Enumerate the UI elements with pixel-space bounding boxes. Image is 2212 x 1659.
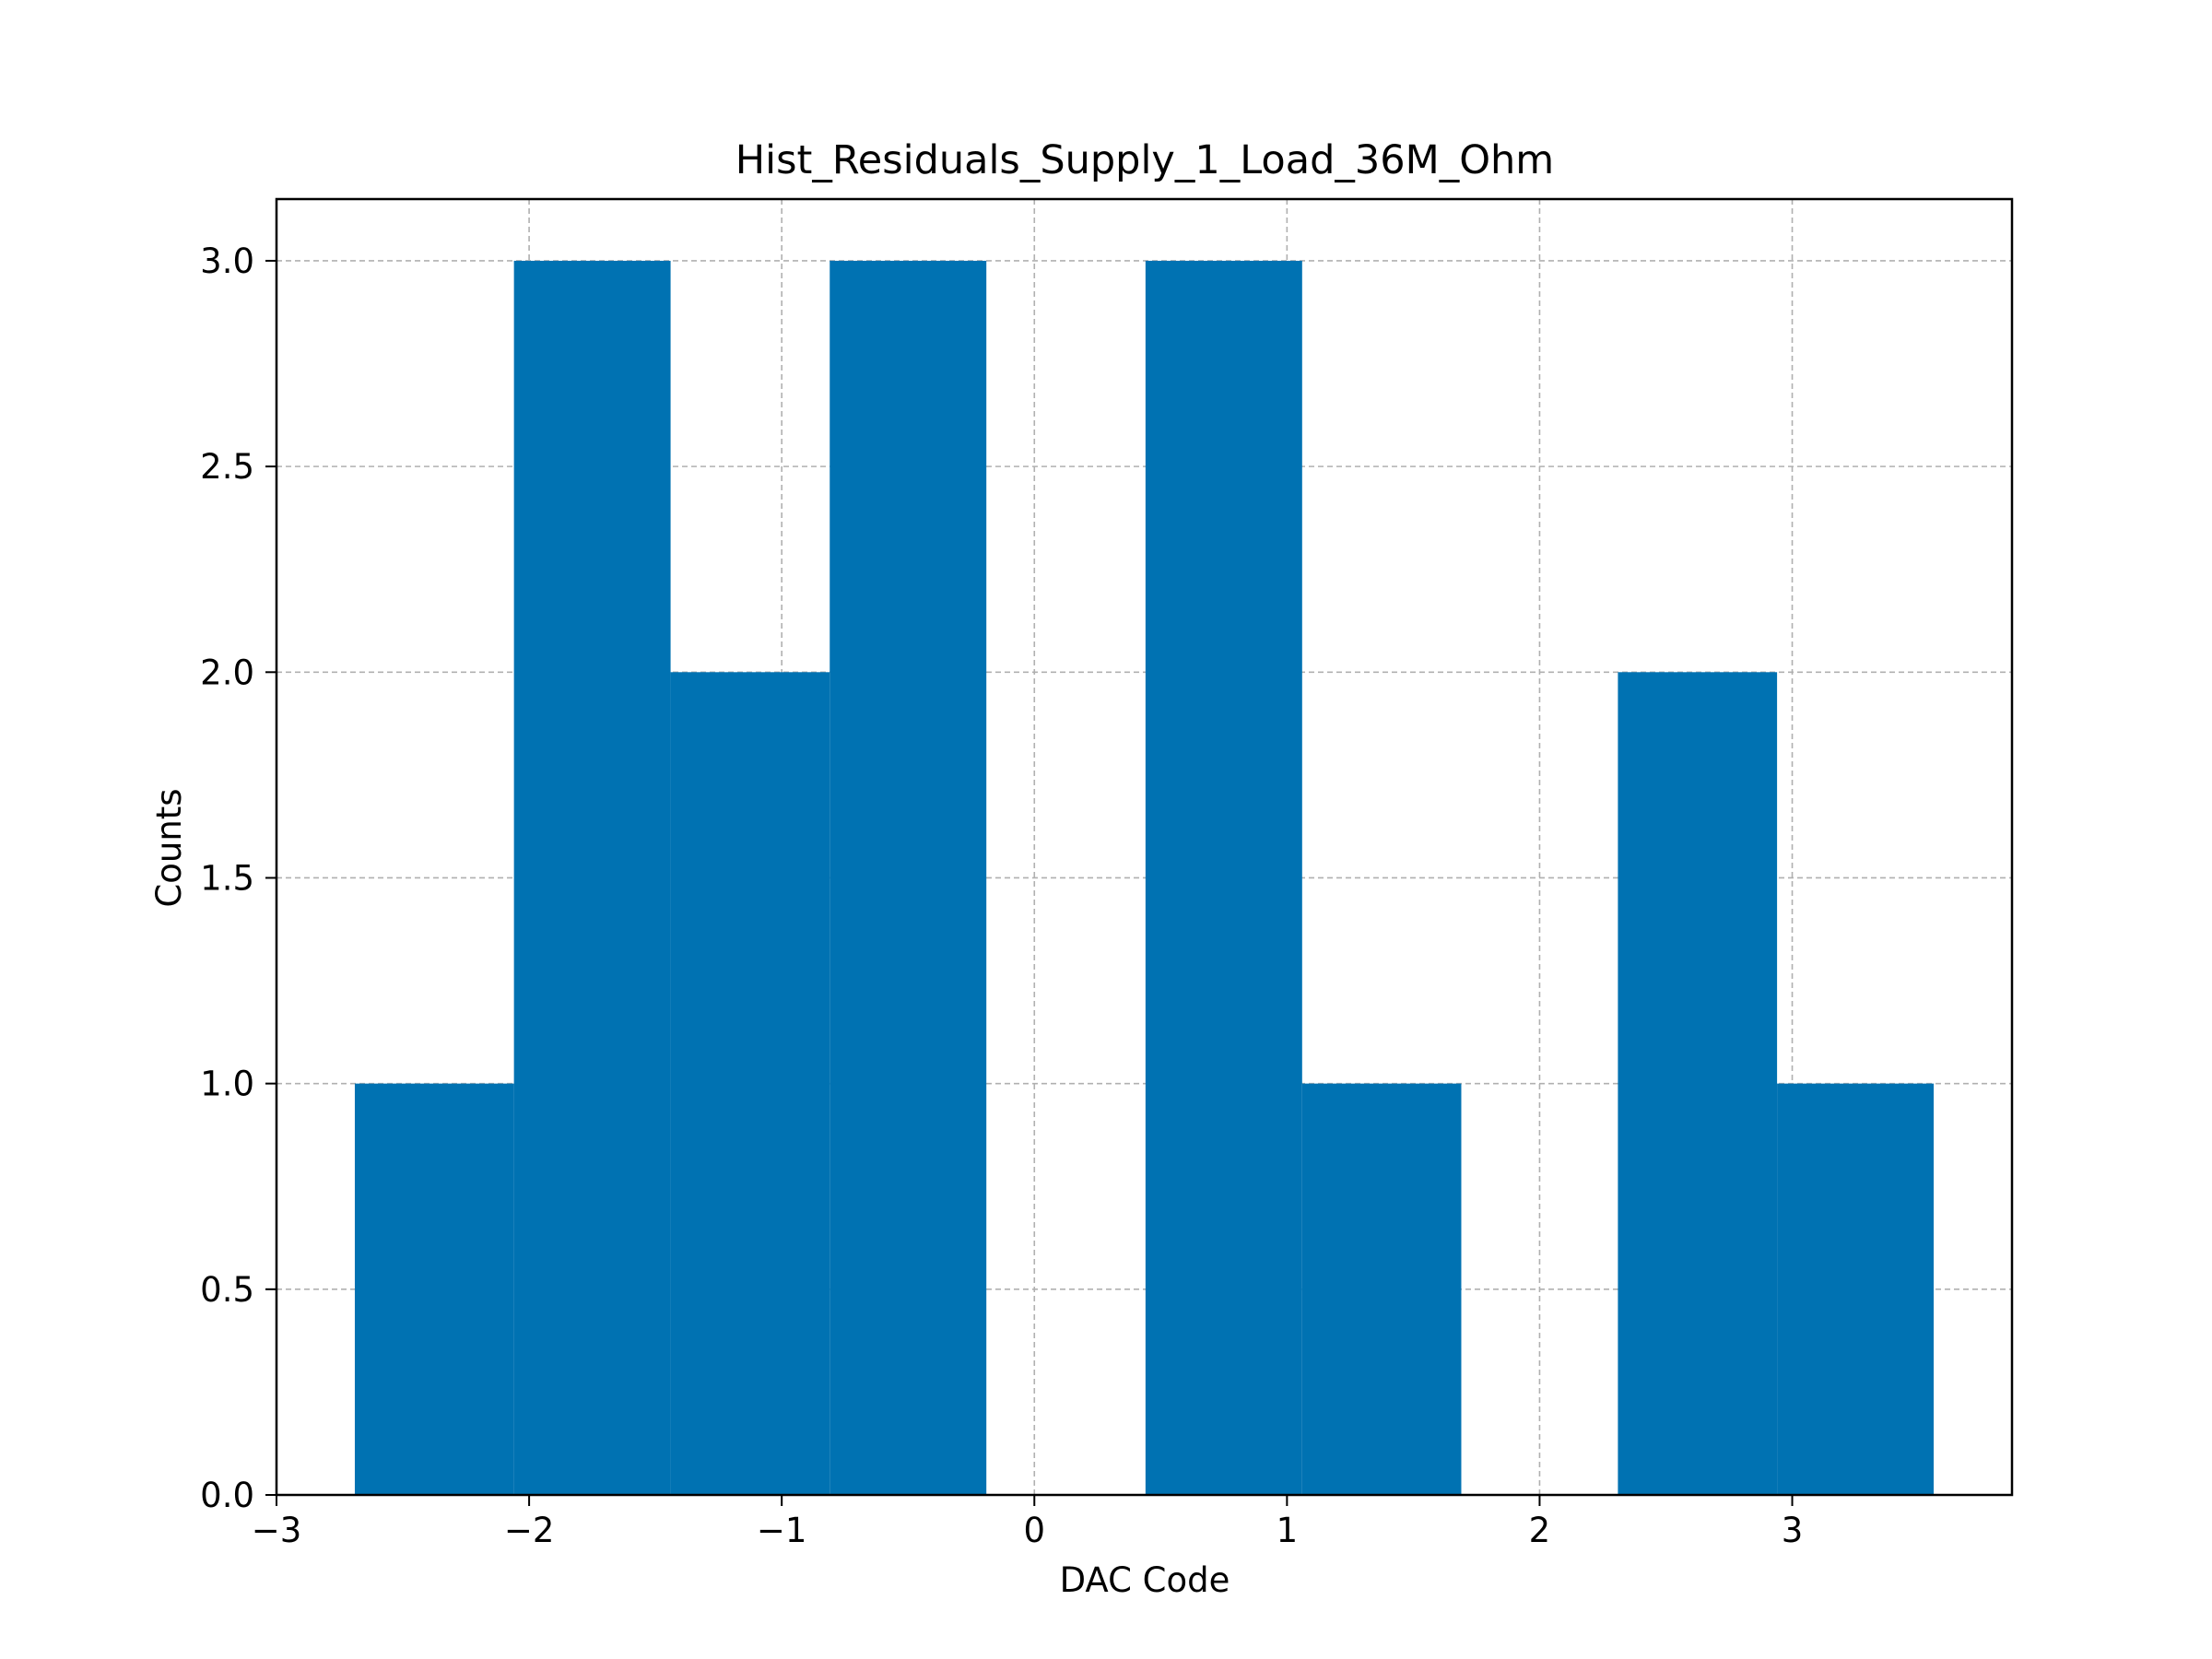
plot-frame (275, 197, 2014, 1497)
y-tick-label: 0.5 (200, 1270, 254, 1310)
histogram-bar (1301, 1083, 1462, 1495)
y-axis-label: Counts (149, 788, 189, 907)
x-tick-label: −1 (757, 1511, 807, 1550)
bars (354, 260, 1935, 1495)
x-tick-label: 1 (1277, 1511, 1299, 1550)
x-tick-label: 2 (1529, 1511, 1551, 1550)
y-tick-label: 1.0 (200, 1065, 254, 1104)
histogram-bar (670, 672, 830, 1495)
histogram-bar (1777, 1083, 1935, 1495)
histogram-bar (1618, 672, 1778, 1495)
axis-ticks: −3 −2 −1 0 1 2 3 0.0 0.5 1.0 1.5 2.0 2.5 3.0 (200, 241, 1803, 1550)
histogram-bar (830, 260, 987, 1495)
x-tick-label: 3 (1782, 1511, 1804, 1550)
histogram-bar (1145, 260, 1302, 1495)
y-tick-label: 0.0 (200, 1476, 254, 1515)
y-tick-label: 2.0 (200, 653, 254, 692)
y-tick-label: 1.5 (200, 858, 254, 898)
x-tick-label: 0 (1023, 1511, 1045, 1550)
y-tick-label: 2.5 (200, 447, 254, 487)
histogram-bar (354, 1083, 514, 1495)
y-tick-label: 3.0 (200, 241, 254, 281)
x-axis-label: DAC Code (1060, 1560, 1230, 1600)
x-tick-label: −3 (252, 1511, 302, 1550)
x-tick-label: −2 (504, 1511, 555, 1550)
chart-title: Hist_Residuals_Supply_1_Load_36M_Ohm (735, 137, 1554, 183)
histogram-bar (513, 260, 671, 1495)
